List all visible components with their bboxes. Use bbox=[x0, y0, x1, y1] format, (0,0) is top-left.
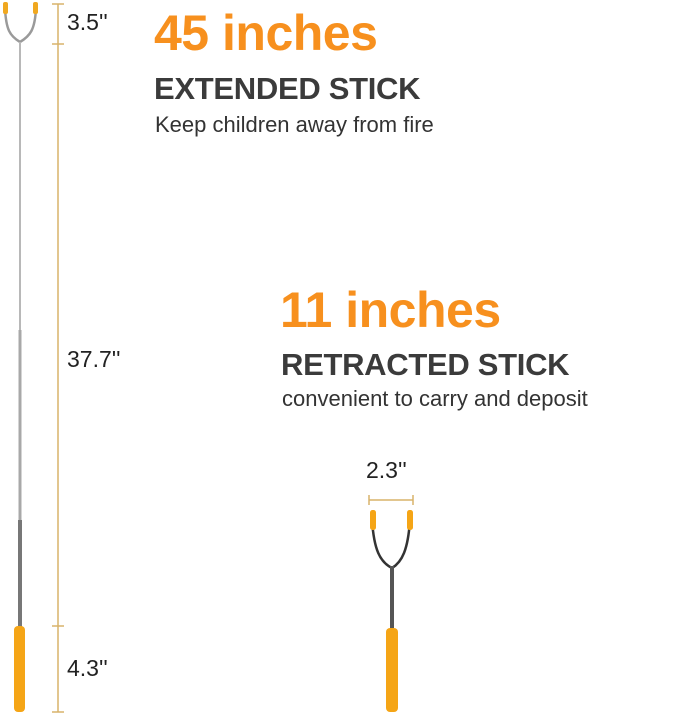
retracted-description: convenient to carry and deposit bbox=[282, 386, 588, 411]
extended-length-heading: 45 inches bbox=[154, 5, 378, 61]
extended-description: Keep children away from fire bbox=[155, 112, 434, 137]
retracted-length-heading: 11 inches bbox=[280, 282, 501, 338]
retracted-stick-image bbox=[368, 495, 414, 712]
fork-length-label: 3.5'' bbox=[67, 9, 108, 35]
retracted-title: RETRACTED STICK bbox=[281, 347, 570, 382]
extended-handle bbox=[14, 626, 25, 712]
fork-width-label: 2.3'' bbox=[366, 457, 407, 483]
shaft-length-label: 37.7'' bbox=[67, 346, 121, 372]
dimension-line bbox=[52, 3, 64, 713]
handle-length-label: 4.3'' bbox=[67, 655, 108, 681]
extended-title: EXTENDED STICK bbox=[154, 71, 421, 106]
extended-stick-image bbox=[3, 2, 38, 712]
